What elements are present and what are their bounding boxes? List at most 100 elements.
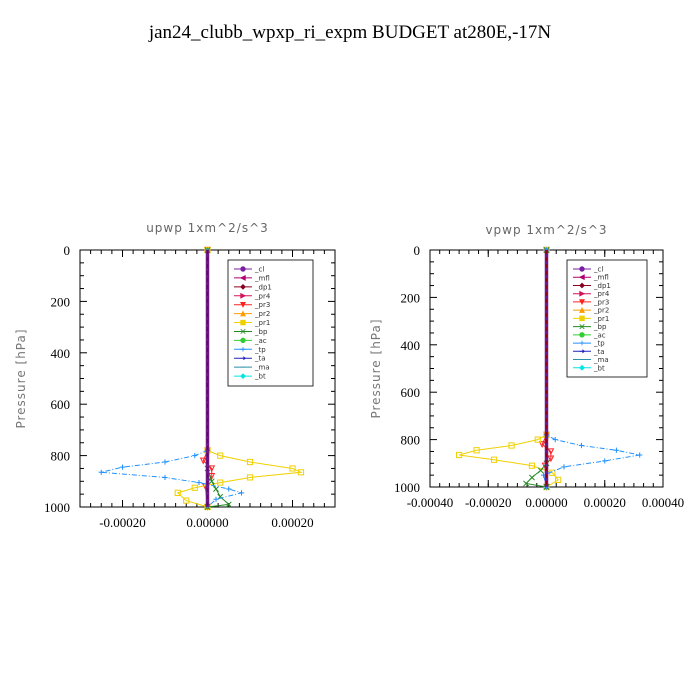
panel-2-ytick-label: 0 — [414, 243, 421, 258]
panel-1-xtick-label: -0.00020 — [99, 515, 146, 530]
series-bp-point — [528, 474, 535, 481]
panel-2-ytick-label: 400 — [401, 338, 421, 353]
series-pr1-point — [555, 476, 562, 483]
series-bp-point — [213, 486, 219, 492]
legend-label-pr3: _pr3 — [593, 298, 609, 306]
panel-2-xtick-label: -0.00040 — [407, 495, 454, 510]
legend-marker-pr3 — [240, 301, 246, 308]
legend-label-pr2: _pr2 — [593, 307, 609, 315]
legend-marker-ac — [579, 332, 585, 338]
series-tp-point — [578, 442, 585, 449]
legend-marker-ta — [240, 356, 246, 361]
series-tp-point — [602, 458, 608, 464]
series-pr1-point — [183, 497, 190, 504]
series-tp-point — [98, 469, 104, 475]
panel-2-xtick-label: 0.00020 — [584, 495, 626, 510]
series-pr3-point — [208, 465, 216, 473]
series-pr1-point — [528, 462, 536, 469]
legend-label-pr1: _pr1 — [593, 315, 609, 323]
panel-2-ylabel: Pressure [hPa] — [369, 318, 383, 418]
legend-marker-mfl — [239, 274, 246, 281]
series-pr1-point — [246, 474, 254, 481]
panel-2-ytick-label: 200 — [401, 290, 421, 305]
legend-marker-pr3 — [579, 299, 585, 306]
legend-marker-tp — [579, 340, 585, 346]
legend-label-pr1: _pr1 — [254, 319, 270, 327]
legend-marker-pr4 — [240, 292, 247, 299]
series-tp-point — [162, 459, 168, 465]
series-bp-point — [208, 478, 215, 485]
panel-1-title: upwp 1xm^2/s^3 — [146, 221, 269, 235]
legend-label-cl: _cl — [254, 266, 264, 274]
legend-label-pr4: _pr4 — [593, 290, 610, 298]
legend-label-tp: _tp — [593, 340, 605, 348]
series-pr1-point — [246, 458, 254, 466]
legend-label-dp1: _dp1 — [254, 283, 272, 291]
legend-label-tp: _tp — [254, 346, 266, 354]
legend-label-bp: _bp — [593, 323, 607, 331]
series-tp-point — [192, 453, 198, 459]
series-bp-point — [537, 467, 544, 474]
panel-2-ytick-label: 800 — [401, 433, 421, 448]
panel-1: upwp 1xm^2/s^3 Pressure [hPa] 0 200 400 600 80… — [14, 221, 336, 530]
legend-marker-cl — [240, 266, 246, 272]
panel-2-legend: _cl_mfl_dp1_pr4_pr3_pr2_pr1_bp_ac_tp_ta_… — [566, 259, 648, 378]
series-bp-line — [525, 250, 547, 488]
legend-marker-dp1 — [240, 283, 246, 290]
legend-marker-bp — [240, 328, 246, 335]
panel-2-title: vpwp 1xm^2/s^3 — [485, 223, 607, 237]
series-pr1-point — [217, 479, 224, 486]
figure-title: jan24_clubb_wpxp_ri_expm BUDGET at280E,-… — [148, 22, 552, 43]
panel-2-xtick-label: 0.00000 — [525, 495, 567, 510]
panel-2-ytick-label: 600 — [401, 385, 421, 400]
legend-label-ma: _ma — [254, 364, 270, 372]
series-pr1-point — [174, 489, 181, 496]
legend-marker-bt — [240, 373, 246, 379]
legend-label-pr3: _pr3 — [254, 301, 270, 309]
series-tp-point — [162, 474, 168, 481]
panel-1-xtick-label: 0.00000 — [186, 515, 228, 530]
panel-1-xtick-label: 0.00020 — [271, 515, 313, 530]
series-tp-point — [213, 496, 219, 502]
series-bp-point — [523, 480, 530, 487]
legend-marker-pr1 — [579, 315, 585, 322]
legend-marker-bp — [579, 324, 585, 330]
series-pr1-point — [217, 452, 224, 459]
series-pr1-point — [297, 469, 305, 476]
legend-label-ta: _ta — [254, 355, 266, 363]
panel-1-ytick-label: 1000 — [44, 500, 70, 515]
series-bp-point — [225, 501, 232, 508]
panel-1-ylabel: Pressure [hPa] — [14, 328, 28, 428]
series-pr1-point — [534, 436, 541, 443]
legend-label-bt: _bt — [254, 373, 266, 381]
legend-label-bp: _bp — [254, 328, 268, 336]
legend-marker-pr2 — [579, 306, 585, 313]
legend-label-ta: _ta — [593, 348, 605, 356]
panel-1-ytick-label: 200 — [51, 294, 71, 309]
series-pr1-point — [508, 442, 515, 449]
panel-1-ytick-label: 600 — [51, 397, 71, 412]
legend-marker-pr2 — [240, 310, 246, 317]
series-pr1-point — [490, 456, 498, 463]
series-tp-point — [552, 437, 558, 443]
legend-marker-pr1 — [240, 319, 246, 326]
legend-label-bt: _bt — [593, 364, 605, 372]
series-pr1-point — [549, 469, 556, 476]
legend-label-pr2: _pr2 — [254, 310, 270, 318]
legend-label-mfl: _mfl — [593, 274, 609, 282]
series-pr3-point — [547, 448, 555, 456]
legend-label-ac: _ac — [254, 337, 267, 345]
series-tp-point — [119, 464, 126, 470]
legend-marker-mfl — [578, 274, 585, 281]
panel-2-xtick-label: 0.00040 — [642, 495, 684, 510]
series-bp-point — [217, 493, 224, 500]
series-tp-point — [613, 447, 619, 453]
series-tp-point — [637, 452, 643, 458]
panel-2-xtick-label: -0.00020 — [465, 495, 512, 510]
legend-label-ac: _ac — [593, 331, 606, 339]
legend-marker-tp — [240, 347, 246, 352]
legend-marker-cl — [579, 266, 585, 272]
legend-marker-bt — [579, 364, 585, 371]
panel-1-ytick-label: 400 — [51, 346, 71, 361]
